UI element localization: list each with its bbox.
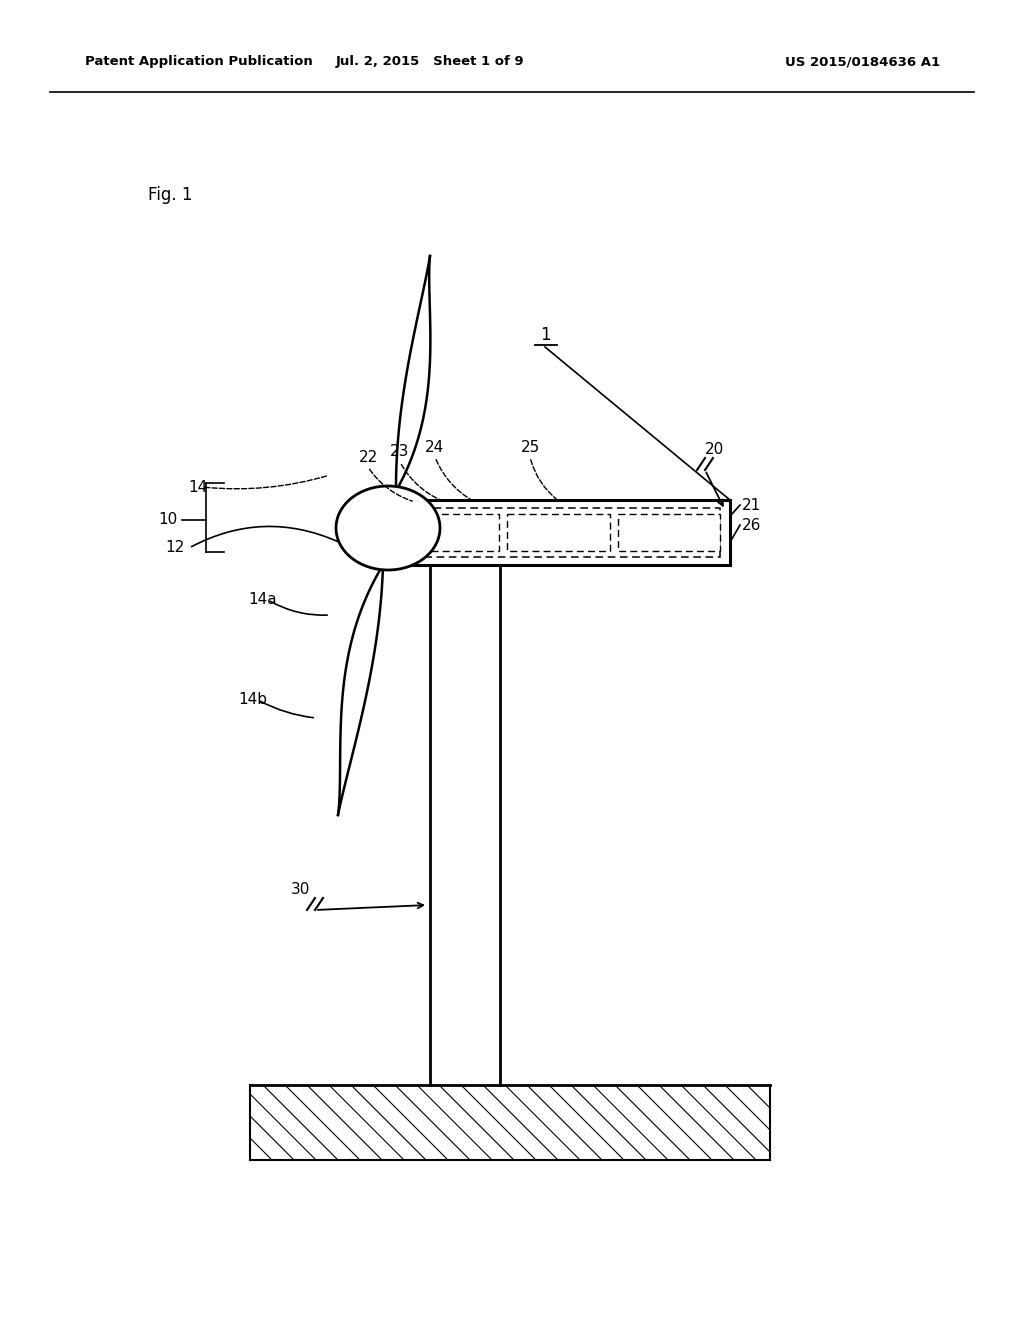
Polygon shape: [396, 256, 430, 491]
Text: 21: 21: [742, 498, 761, 512]
Text: 30: 30: [291, 883, 309, 898]
Text: 20: 20: [706, 442, 725, 458]
Text: 23: 23: [390, 445, 410, 459]
Text: 14: 14: [188, 479, 207, 495]
Text: 24: 24: [425, 440, 444, 454]
Text: Fig. 1: Fig. 1: [148, 186, 193, 205]
Text: Patent Application Publication: Patent Application Publication: [85, 55, 312, 69]
Bar: [617, 513, 720, 550]
Text: US 2015/0184636 A1: US 2015/0184636 A1: [784, 55, 940, 69]
Text: Jul. 2, 2015   Sheet 1 of 9: Jul. 2, 2015 Sheet 1 of 9: [336, 55, 524, 69]
Text: 14a: 14a: [248, 593, 276, 607]
Bar: [507, 513, 609, 550]
Polygon shape: [338, 565, 383, 814]
Text: 10: 10: [159, 512, 177, 528]
Ellipse shape: [336, 486, 440, 570]
Text: 26: 26: [742, 517, 762, 532]
Bar: [385, 500, 730, 565]
Text: 12: 12: [165, 540, 184, 556]
Text: 14b: 14b: [238, 693, 267, 708]
Bar: [397, 513, 500, 550]
Bar: [397, 508, 720, 557]
Text: 25: 25: [520, 440, 540, 454]
Text: 1: 1: [540, 326, 550, 345]
Text: 22: 22: [358, 450, 378, 465]
